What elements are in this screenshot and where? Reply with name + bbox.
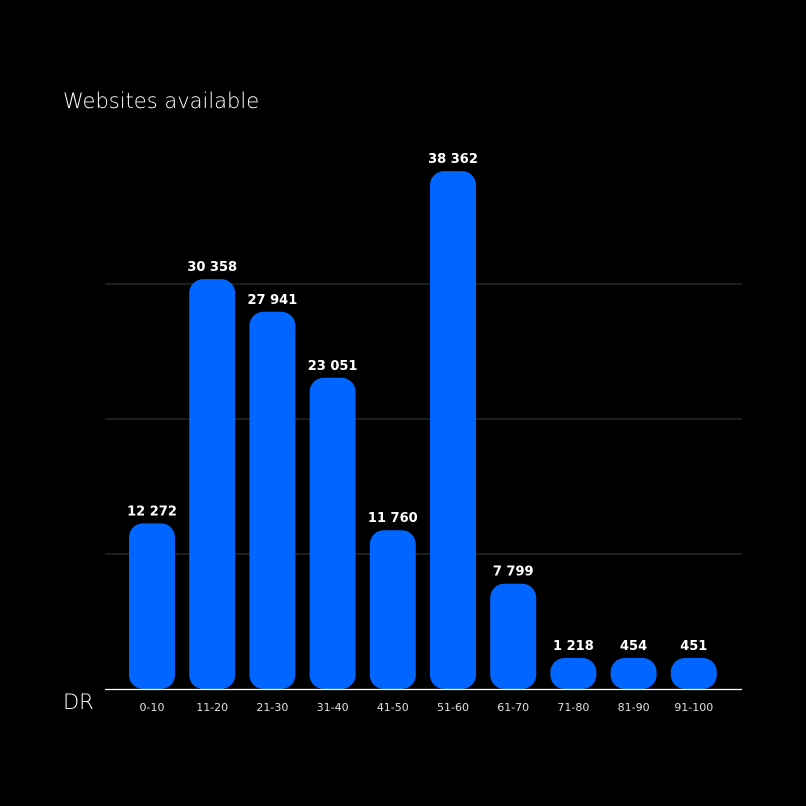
x-tick-label: 71-80 [557,701,589,714]
data-label: 23 051 [308,359,358,374]
bar [129,523,175,689]
data-label: 451 [680,639,707,654]
data-label: 11 760 [368,511,418,526]
chart-title: Websites available [63,89,260,113]
data-label: 12 272 [127,504,177,519]
x-tick-label: 61-70 [497,701,529,714]
bar [309,377,356,689]
bar [189,279,236,689]
bar [369,530,416,689]
x-tick-label: 0-10 [140,701,165,714]
data-label: 30 358 [187,260,237,275]
data-label: 38 362 [428,152,478,167]
bar [550,658,597,689]
x-tick-label: 31-40 [317,701,349,714]
data-label: 1 218 [553,639,594,654]
data-label: 454 [620,639,647,654]
x-tick-label: 11-20 [196,701,228,714]
bar [430,171,476,689]
bar [490,583,537,689]
x-tick-label: 21-30 [256,701,288,714]
x-axis-label: DR [63,690,94,714]
x-tick-label: 41-50 [377,701,409,714]
x-tick-label: 91-100 [674,701,713,714]
data-label: 27 941 [248,293,298,308]
data-label: 7 799 [493,565,534,580]
x-tick-label: 81-90 [618,701,650,714]
bar [610,658,657,689]
bar [249,311,296,689]
x-tick-label: 51-60 [437,701,469,714]
bar [670,658,717,689]
